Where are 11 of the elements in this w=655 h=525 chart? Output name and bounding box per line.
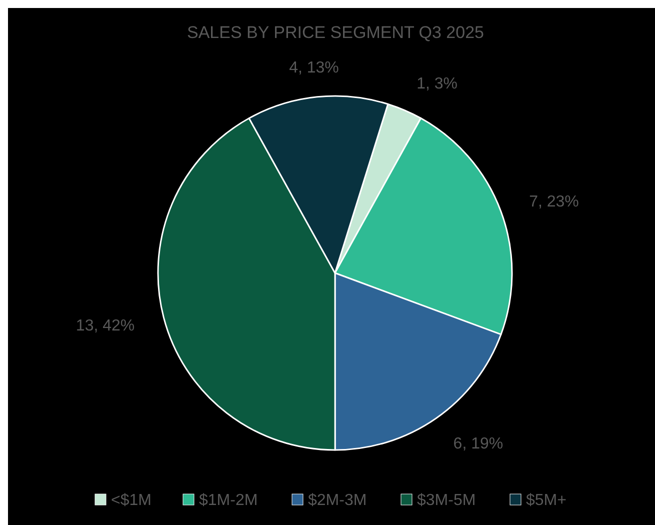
- data-label: 4, 13%: [289, 60, 339, 77]
- legend-label: $2M-3M: [308, 492, 367, 509]
- data-label: 1, 3%: [416, 75, 458, 92]
- legend-label: $3M-5M: [417, 492, 476, 509]
- data-label: 7, 23%: [529, 194, 579, 211]
- data-label: 13, 42%: [76, 318, 135, 335]
- chart-title: SALES BY PRICE SEGMENT Q3 2025: [186, 23, 484, 42]
- data-label: 6, 19%: [453, 435, 504, 452]
- legend-label: $5M+: [526, 492, 566, 509]
- legend-label: <$1M: [111, 492, 152, 509]
- legend-label: $1M-2M: [199, 492, 258, 509]
